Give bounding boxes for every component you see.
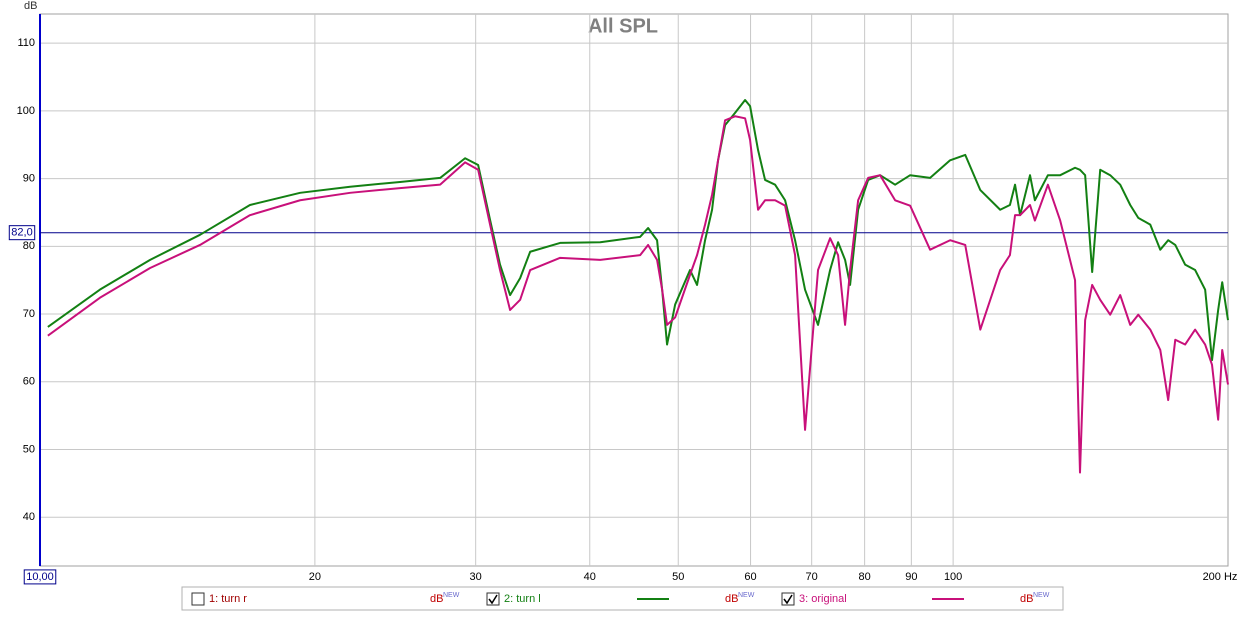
reference-label-box [8,225,36,241]
legend-check [488,594,498,605]
y-tick-label: 70 [23,308,35,320]
legend-unit: dB [1020,593,1033,605]
y-tick-label: 40 [23,511,35,523]
x-tick-label: 70 [806,571,818,583]
y-tick-label: 90 [23,172,35,184]
legend-check [783,594,793,605]
x-tick-label: 80 [859,571,871,583]
legend-checkbox[interactable] [781,592,795,606]
legend-checkbox[interactable] [191,592,205,606]
legend-unit-sup: NEW [443,592,460,599]
y-tick-label: 50 [23,443,35,455]
reference-label: 82,0 [11,227,32,239]
legend [181,586,1064,611]
legend-label: 3: original [799,593,847,605]
y-tick-label: 100 [17,105,35,117]
x-tick-label: 30 [470,571,482,583]
legend-label: 1: turn r [209,593,247,605]
x-tick-label: 200 Hz [1203,571,1238,583]
plot-area [39,13,1229,567]
y-tick-label: 80 [23,240,35,252]
x-tick-label: 100 [944,571,962,583]
x-tick-label: 20 [309,571,321,583]
series-line [47,99,1229,362]
x-tick-label: 40 [584,571,596,583]
legend-label: 2: turn l [504,593,541,605]
legend-unit: dB [430,593,443,605]
legend-unit-sup: NEW [738,592,755,599]
legend-unit: dB [725,593,738,605]
series-line [47,115,1229,474]
y-unit: dB [24,0,37,12]
legend-checkbox[interactable] [486,592,500,606]
x-tick-label: 60 [744,571,756,583]
chart-title: All SPL [588,15,658,37]
legend-unit-sup: NEW [1033,592,1050,599]
x-tick-label: 90 [905,571,917,583]
x-start-box [23,569,57,585]
y-tick-label: 60 [23,376,35,388]
x-tick-label: 50 [672,571,684,583]
y-tick-label: 110 [17,37,35,49]
x-tick-label: 10,00 [26,571,54,583]
